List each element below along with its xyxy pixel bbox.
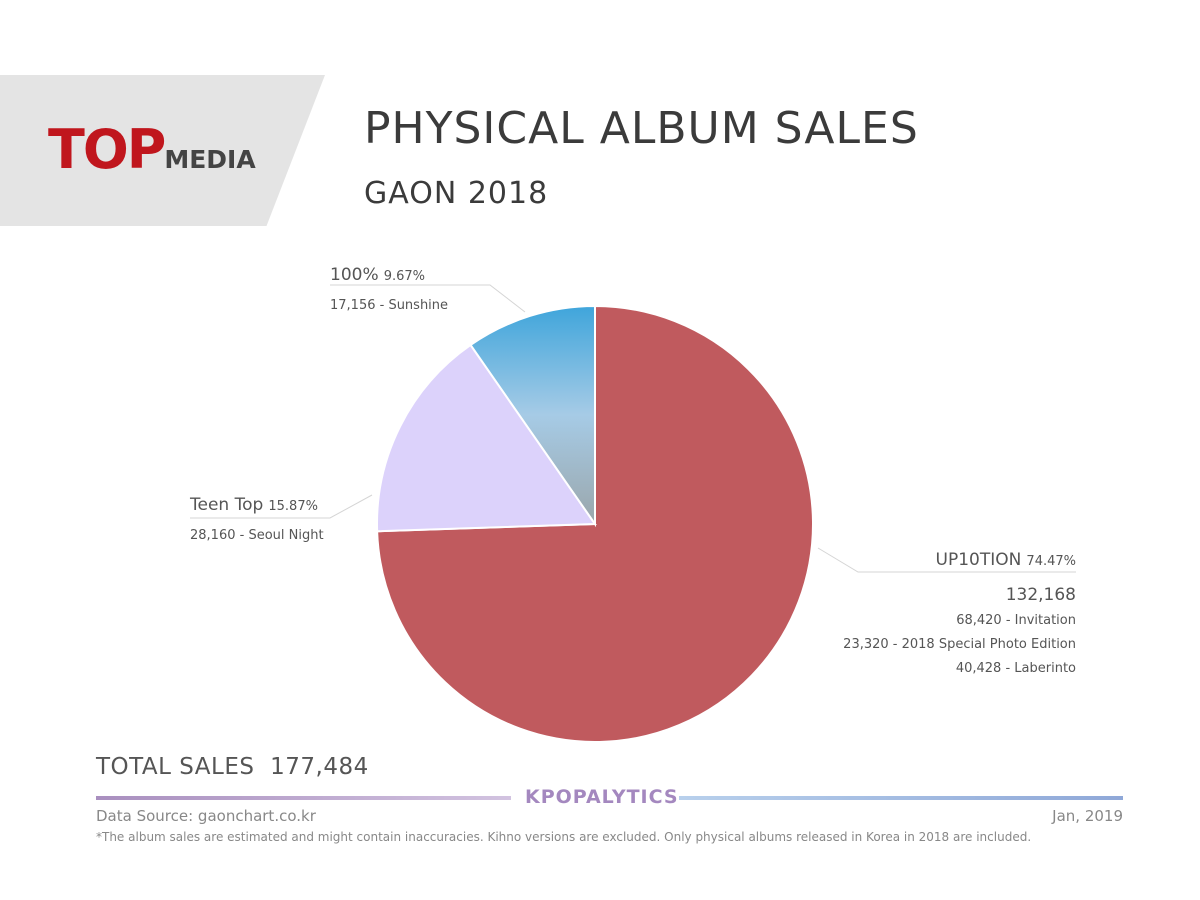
- leader-teentop: [190, 494, 373, 519]
- leader-up10tion: [817, 547, 1076, 573]
- total-value: 177,484: [270, 754, 369, 780]
- chart-subtitle: GAON 2018: [364, 176, 549, 211]
- leader-lines: [190, 284, 1076, 573]
- date-label: Jan, 2019: [1052, 807, 1123, 825]
- slice-pct-teentop: 15.87%: [268, 499, 318, 514]
- footer-divider-right: [679, 796, 1123, 800]
- brand-kpopalytics: KPOPALYTICS: [525, 786, 679, 808]
- slice-name-teentop: Teen Top: [190, 495, 264, 515]
- slice-pct-up10tion: 74.47%: [1026, 554, 1076, 569]
- pie-slices: [376, 304, 814, 743]
- detail-up10tion-2: 40,428 - Laberinto: [955, 661, 1076, 676]
- label-up10tion: UP10TION 74.47%: [936, 550, 1077, 570]
- label-100: 100% 9.67%: [330, 265, 425, 285]
- pie-slice-teentop: [376, 343, 597, 533]
- label-teentop: Teen Top 15.87%: [190, 495, 318, 515]
- total-label: TOTAL SALES: [96, 754, 255, 780]
- logo-top-text: TOP: [48, 118, 166, 181]
- slice-pct-100: 9.67%: [383, 269, 426, 284]
- data-source: Data Source: gaonchart.co.kr: [96, 807, 316, 825]
- footer-divider-left: [96, 796, 511, 800]
- detail-100-0: 17,156 - Sunshine: [330, 298, 449, 313]
- logo-media-text: MEDIA: [164, 145, 256, 174]
- slice-name-100: 100%: [330, 265, 379, 285]
- detail-up10tion-0: 68,420 - Invitation: [956, 613, 1076, 628]
- pie-slice-100: [469, 304, 596, 528]
- leader-100: [330, 284, 526, 313]
- total-sales: TOTAL SALES 177,484: [96, 754, 369, 780]
- slice-name-up10tion: UP10TION: [935, 550, 1022, 570]
- slice-value-up10tion: 132,168: [1005, 585, 1076, 605]
- logo-panel: [0, 75, 325, 226]
- detail-teentop-0: 28,160 - Seoul Night: [190, 528, 324, 543]
- topmedia-logo: TOPMEDIA: [48, 118, 256, 181]
- footnote: *The album sales are estimated and might…: [96, 830, 1032, 844]
- chart-title: PHYSICAL ALBUM SALES: [364, 103, 919, 154]
- detail-up10tion-1: 23,320 - 2018 Special Photo Edition: [843, 637, 1076, 652]
